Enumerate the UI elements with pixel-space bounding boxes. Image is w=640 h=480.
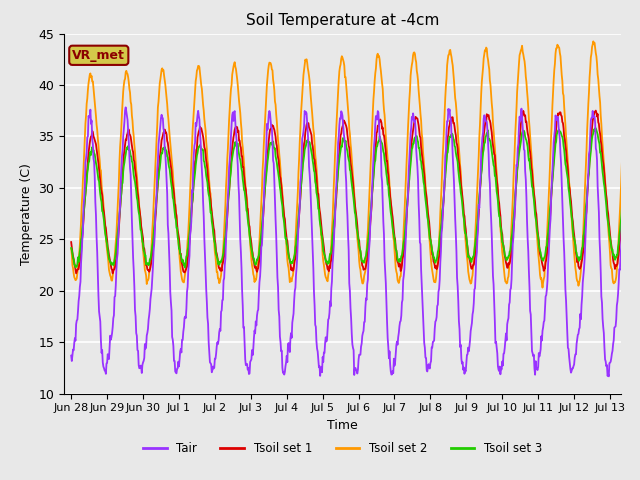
X-axis label: Time: Time [327, 419, 358, 432]
Text: VR_met: VR_met [72, 49, 125, 62]
Title: Soil Temperature at -4cm: Soil Temperature at -4cm [246, 13, 439, 28]
Y-axis label: Temperature (C): Temperature (C) [20, 163, 33, 264]
Legend: Tair, Tsoil set 1, Tsoil set 2, Tsoil set 3: Tair, Tsoil set 1, Tsoil set 2, Tsoil se… [138, 437, 547, 460]
